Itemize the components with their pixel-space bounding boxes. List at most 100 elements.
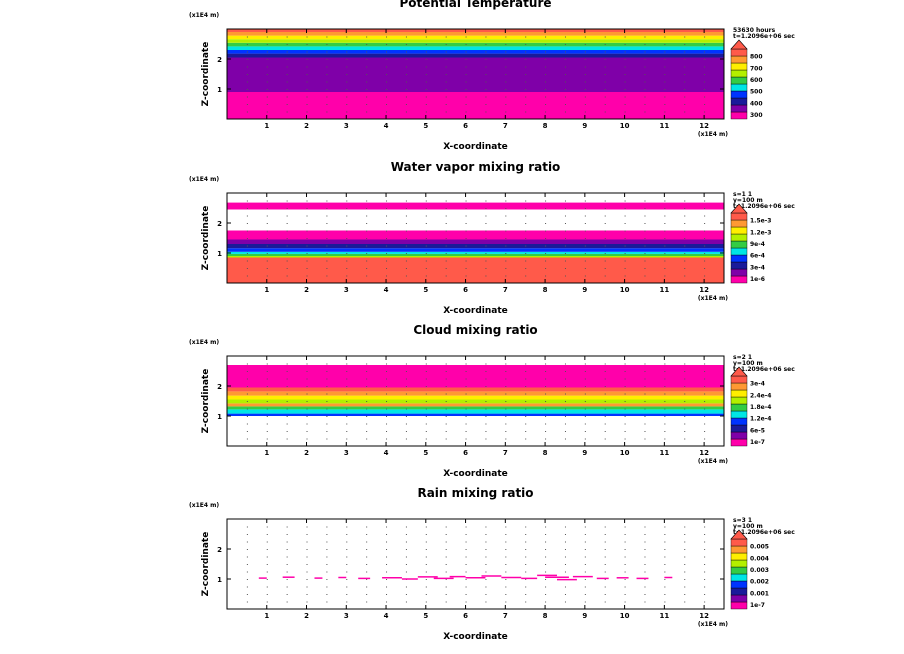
grid-dot xyxy=(266,96,268,98)
x-tick-label: 10 xyxy=(620,612,630,620)
grid-dot xyxy=(584,230,586,232)
grid-dot xyxy=(684,104,686,105)
grid-dot xyxy=(266,74,268,75)
grid-dot xyxy=(525,74,527,75)
grid-dot xyxy=(366,208,368,209)
x-tick-label: 12 xyxy=(699,449,709,457)
grid-dot xyxy=(525,423,527,425)
grid-dot xyxy=(266,378,268,380)
legend-swatch-cyan xyxy=(730,410,748,419)
contour-band xyxy=(227,387,724,392)
grid-dot xyxy=(445,393,447,395)
grid-dot xyxy=(684,541,686,543)
grid-dot xyxy=(306,275,308,277)
grid-dot xyxy=(564,238,566,239)
grid-dot xyxy=(326,89,328,90)
grid-dot xyxy=(584,541,586,543)
grid-dot xyxy=(505,378,507,380)
grid-dot xyxy=(564,431,566,432)
grid-dot xyxy=(465,44,467,45)
grid-dot xyxy=(545,549,547,550)
grid-dot xyxy=(704,423,706,425)
grid-dot xyxy=(405,401,407,402)
grid-dot xyxy=(326,111,328,113)
grid-dot xyxy=(525,386,527,387)
grid-dot xyxy=(306,371,308,372)
grid-dot xyxy=(564,59,566,60)
grid-dot xyxy=(564,208,566,209)
grid-dot xyxy=(564,594,566,595)
grid-dot xyxy=(485,363,487,365)
x-tick-label: 7 xyxy=(503,286,508,294)
legend-swatch-magenta xyxy=(730,438,748,447)
grid-dot xyxy=(306,594,308,595)
grid-dot xyxy=(664,66,666,68)
grid-dot xyxy=(545,423,547,425)
grid-dot xyxy=(405,431,407,432)
grid-dot xyxy=(346,36,348,38)
grid-dot xyxy=(525,556,527,558)
x-tick-label: 5 xyxy=(423,612,428,620)
grid-dot xyxy=(425,386,427,387)
x-tick-label: 2 xyxy=(304,449,309,457)
grid-dot xyxy=(425,571,427,573)
grid-dot xyxy=(306,408,308,410)
grid-dot xyxy=(624,601,626,603)
x-tick-label: 12 xyxy=(699,122,709,130)
x-tick-label: 3 xyxy=(344,286,349,294)
grid-dot xyxy=(584,549,586,550)
grid-dot xyxy=(246,586,248,588)
grid-dot xyxy=(246,66,248,68)
grid-dot xyxy=(684,534,686,535)
grid-dot xyxy=(266,594,268,595)
grid-dot xyxy=(545,215,547,217)
grid-dot xyxy=(505,208,507,209)
grid-dot xyxy=(684,230,686,232)
grid-dot xyxy=(485,416,487,417)
grid-dot xyxy=(564,526,566,528)
grid-dot xyxy=(505,556,507,558)
contour-band xyxy=(227,251,724,254)
grid-dot xyxy=(445,96,447,98)
grid-dot xyxy=(445,534,447,535)
grid-dot xyxy=(246,438,248,440)
grid-dot xyxy=(644,416,646,417)
grid-dot xyxy=(624,268,626,269)
grid-dot xyxy=(445,51,447,53)
grid-dot xyxy=(684,549,686,550)
grid-dot xyxy=(266,36,268,38)
grid-dot xyxy=(346,556,348,558)
grid-dot xyxy=(425,215,427,217)
grid-dot xyxy=(425,238,427,239)
grid-dot xyxy=(425,223,427,224)
x-axis-label: X-coordinate xyxy=(443,306,508,316)
grid-dot xyxy=(545,526,547,528)
grid-dot xyxy=(644,438,646,440)
grid-dot xyxy=(405,36,407,38)
grid-dot xyxy=(326,260,328,262)
grid-dot xyxy=(604,556,606,558)
grid-dot xyxy=(684,363,686,365)
grid-dot xyxy=(564,81,566,83)
grid-dot xyxy=(286,253,288,254)
grid-dot xyxy=(405,534,407,535)
x-axis-label: X-coordinate xyxy=(443,142,508,152)
grid-dot xyxy=(386,104,388,105)
grid-dot xyxy=(624,401,626,402)
grid-dot xyxy=(286,423,288,425)
grid-dot xyxy=(246,230,248,232)
grid-dot xyxy=(465,534,467,535)
grid-dot xyxy=(545,579,547,580)
grid-dot xyxy=(346,200,348,202)
grid-dot xyxy=(286,275,288,277)
grid-dot xyxy=(445,44,447,45)
grid-dot xyxy=(564,230,566,232)
grid-dot xyxy=(684,215,686,217)
grid-dot xyxy=(366,594,368,595)
grid-dot xyxy=(624,571,626,573)
grid-dot xyxy=(604,200,606,202)
grid-dot xyxy=(246,401,248,402)
grid-dot xyxy=(604,260,606,262)
grid-dot xyxy=(664,556,666,558)
legend-swatch-blue xyxy=(730,580,748,589)
